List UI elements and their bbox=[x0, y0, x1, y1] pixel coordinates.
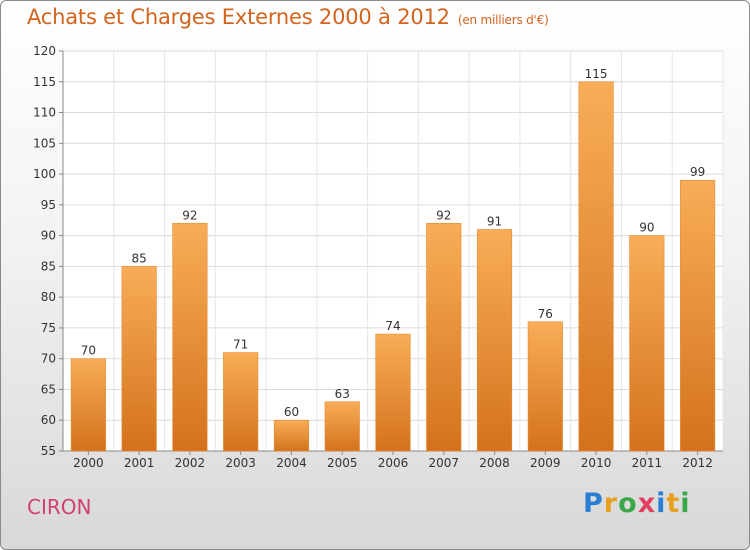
data-label-2000: 70 bbox=[81, 344, 96, 358]
data-label-2007: 92 bbox=[436, 208, 451, 222]
bar-2005 bbox=[324, 401, 360, 452]
bar-2006 bbox=[375, 333, 411, 452]
y-tick-label: 115 bbox=[33, 75, 56, 89]
data-label-2010: 115 bbox=[585, 67, 608, 81]
logo-letter: i bbox=[656, 488, 667, 519]
bar-2009 bbox=[527, 321, 563, 452]
data-label-2001: 85 bbox=[132, 251, 147, 265]
data-label-2008: 91 bbox=[487, 214, 502, 228]
proxiti-logo: Proxiti bbox=[583, 488, 691, 519]
y-tick-label: 65 bbox=[41, 382, 56, 396]
logo-letter: t bbox=[666, 488, 681, 519]
x-tick-label-2010: 2010 bbox=[581, 456, 612, 470]
bar-2010 bbox=[578, 81, 614, 452]
y-tick-label: 60 bbox=[41, 413, 56, 427]
data-label-2002: 92 bbox=[182, 208, 197, 222]
bar-2011 bbox=[629, 235, 665, 452]
bar-2012 bbox=[680, 179, 716, 452]
y-tick-label: 55 bbox=[41, 444, 56, 458]
x-tick-label-2006: 2006 bbox=[378, 456, 409, 470]
logo-letter: P bbox=[583, 488, 604, 519]
data-label-2003: 71 bbox=[233, 338, 248, 352]
bar-2000 bbox=[70, 358, 106, 452]
bar-2002 bbox=[172, 223, 208, 452]
x-tick-label-2007: 2007 bbox=[428, 456, 459, 470]
bar-2008 bbox=[476, 229, 513, 452]
city-name: CIRON bbox=[27, 495, 92, 519]
chart-subtitle: (en milliers d'€) bbox=[457, 13, 549, 27]
y-tick-label: 75 bbox=[41, 321, 56, 335]
x-tick-label-2005: 2005 bbox=[327, 456, 358, 470]
bar-layer bbox=[70, 81, 716, 452]
x-tick-label-2011: 2011 bbox=[632, 456, 663, 470]
bar-2004 bbox=[273, 419, 310, 452]
x-tick-label-2003: 2003 bbox=[225, 456, 256, 470]
x-tick-label-2001: 2001 bbox=[124, 456, 155, 470]
chart-title-text: Achats et Charges Externes 2000 à 2012 bbox=[27, 5, 450, 29]
logo-letter: i bbox=[680, 488, 691, 519]
data-label-2005: 63 bbox=[335, 387, 350, 401]
y-tick-label: 100 bbox=[33, 167, 56, 181]
logo-letter: o bbox=[618, 488, 638, 519]
x-tick-label-2009: 2009 bbox=[530, 456, 561, 470]
logo-letter: r bbox=[603, 488, 619, 519]
y-tick-label: 85 bbox=[41, 259, 56, 273]
x-tick-label-2012: 2012 bbox=[682, 456, 713, 470]
y-tick-label: 105 bbox=[33, 136, 56, 150]
x-tick-label-2000: 2000 bbox=[73, 456, 104, 470]
data-label-2012: 99 bbox=[690, 165, 705, 179]
logo-letter: x bbox=[637, 488, 657, 519]
x-tick-label-2002: 2002 bbox=[175, 456, 206, 470]
data-label-2004: 60 bbox=[284, 405, 299, 419]
y-tick-label: 120 bbox=[33, 44, 56, 58]
y-tick-label: 110 bbox=[33, 106, 56, 120]
y-tick-label: 95 bbox=[41, 198, 56, 212]
y-tick-label: 70 bbox=[41, 352, 56, 366]
y-tick-label: 90 bbox=[41, 229, 56, 243]
bar-2007 bbox=[426, 223, 462, 452]
data-label-2011: 90 bbox=[639, 221, 654, 235]
label-layer: 70 85 92 71 60 63 74 92 91 76 115 90 99 bbox=[81, 67, 706, 419]
x-tick-label-2008: 2008 bbox=[479, 456, 510, 470]
data-label-2009: 76 bbox=[538, 307, 553, 321]
x-tick-label-2004: 2004 bbox=[276, 456, 307, 470]
bar-2001 bbox=[121, 266, 157, 452]
y-tick-label: 80 bbox=[41, 290, 56, 304]
chart-title: Achats et Charges Externes 2000 à 2012 (e… bbox=[27, 5, 549, 29]
data-label-2006: 74 bbox=[385, 319, 400, 333]
bar-2003 bbox=[223, 352, 259, 452]
